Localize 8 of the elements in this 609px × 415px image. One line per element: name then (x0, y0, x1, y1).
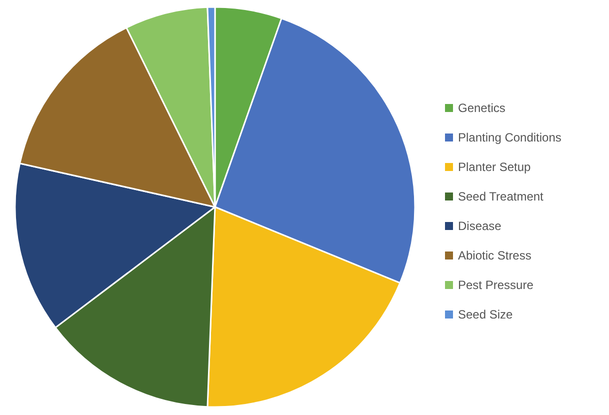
legend-label: Disease (458, 219, 502, 233)
legend-label: Genetics (458, 101, 506, 115)
legend-label: Abiotic Stress (458, 248, 532, 262)
legend-label: Seed Size (458, 308, 514, 322)
legend-label: Seed Treatment (458, 190, 544, 204)
legend-label: Pest Pressure (458, 278, 534, 292)
legend-label: Planter Setup (458, 160, 532, 174)
legend-label: Planting Conditions (458, 130, 562, 144)
